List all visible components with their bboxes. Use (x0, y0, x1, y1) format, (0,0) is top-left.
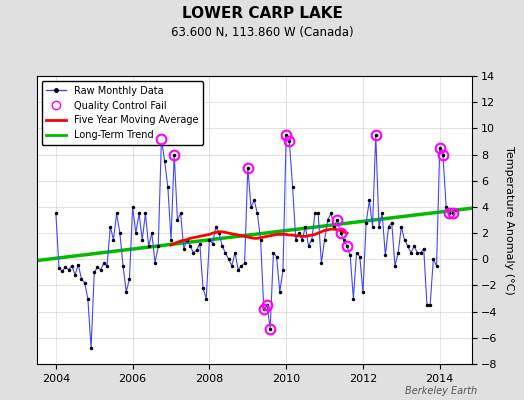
Y-axis label: Temperature Anomaly (°C): Temperature Anomaly (°C) (505, 146, 515, 294)
Text: Berkeley Earth: Berkeley Earth (405, 386, 477, 396)
Legend: Raw Monthly Data, Quality Control Fail, Five Year Moving Average, Long-Term Tren: Raw Monthly Data, Quality Control Fail, … (41, 81, 203, 145)
Text: 63.600 N, 113.860 W (Canada): 63.600 N, 113.860 W (Canada) (171, 26, 353, 39)
Text: LOWER CARP LAKE: LOWER CARP LAKE (181, 6, 343, 21)
